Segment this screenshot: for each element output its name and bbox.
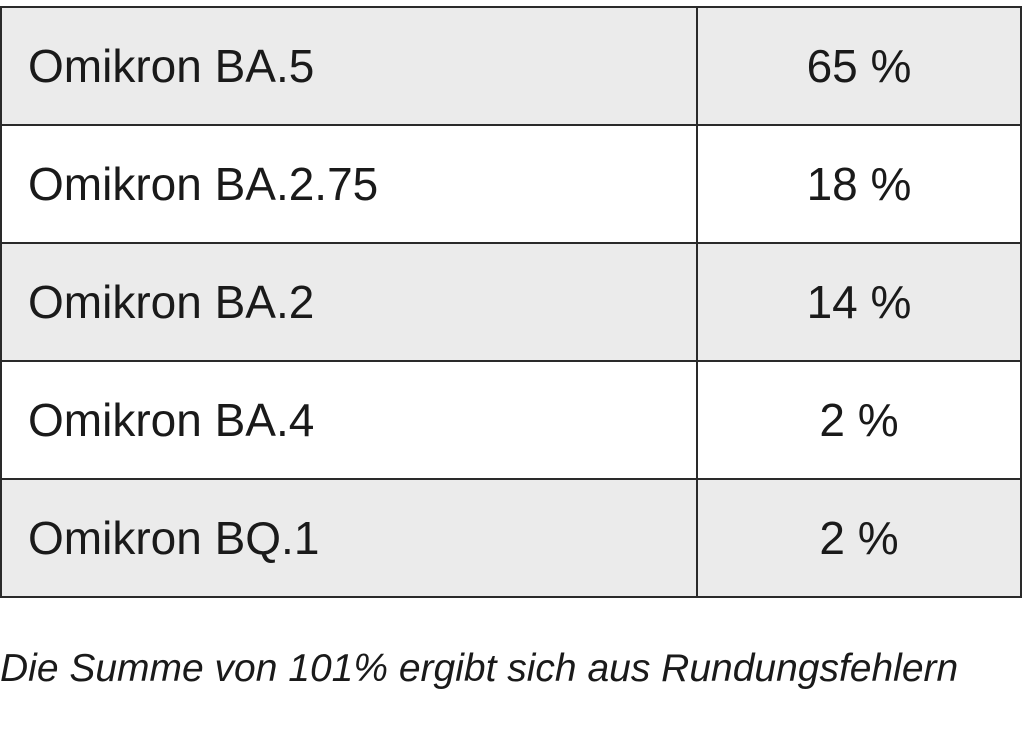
table-row: Omikron BQ.1 2 % — [0, 478, 1022, 598]
variant-name-cell: Omikron BA.2 — [0, 242, 698, 362]
variant-name-cell: Omikron BA.2.75 — [0, 124, 698, 244]
variant-name-cell: Omikron BA.5 — [0, 6, 698, 126]
variant-share-cell: 2 % — [696, 478, 1022, 598]
variant-share-cell: 14 % — [696, 242, 1022, 362]
variant-share-cell: 65 % — [696, 6, 1022, 126]
variant-name-cell: Omikron BA.4 — [0, 360, 698, 480]
variant-name-cell: Omikron BQ.1 — [0, 478, 698, 598]
table-row: Omikron BA.2.75 18 % — [0, 124, 1022, 244]
variant-share-cell: 2 % — [696, 360, 1022, 480]
variant-share-table: Omikron BA.5 65 % Omikron BA.2.75 18 % O… — [0, 6, 1022, 598]
rounding-footnote: Die Summe von 101% ergibt sich aus Rundu… — [0, 647, 959, 690]
table-row: Omikron BA.5 65 % — [0, 6, 1022, 126]
table-row: Omikron BA.2 14 % — [0, 242, 1022, 362]
table-row: Omikron BA.4 2 % — [0, 360, 1022, 480]
variant-share-cell: 18 % — [696, 124, 1022, 244]
